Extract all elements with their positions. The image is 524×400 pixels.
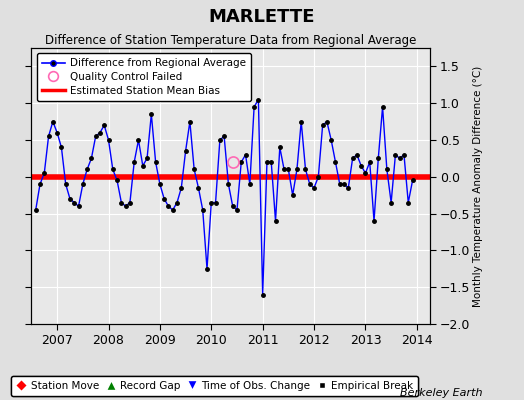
Text: MARLETTE: MARLETTE	[209, 8, 315, 26]
Title: Difference of Station Temperature Data from Regional Average: Difference of Station Temperature Data f…	[45, 34, 416, 47]
Text: Berkeley Earth: Berkeley Earth	[400, 388, 482, 398]
Legend: Station Move, Record Gap, Time of Obs. Change, Empirical Break: Station Move, Record Gap, Time of Obs. C…	[11, 376, 418, 396]
Y-axis label: Monthly Temperature Anomaly Difference (°C): Monthly Temperature Anomaly Difference (…	[473, 65, 483, 307]
